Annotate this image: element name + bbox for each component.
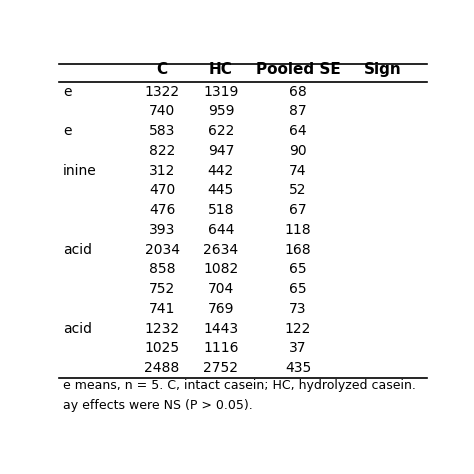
Text: 583: 583 [149,124,175,138]
Text: 65: 65 [289,282,307,296]
Text: Pooled SE: Pooled SE [255,62,340,77]
Text: 1319: 1319 [203,84,238,99]
Text: acid: acid [63,322,92,336]
Text: 68: 68 [289,84,307,99]
Text: 518: 518 [208,203,234,217]
Text: 959: 959 [208,104,234,118]
Text: 168: 168 [285,243,311,256]
Text: Sign: Sign [364,62,401,77]
Text: 1082: 1082 [203,263,238,276]
Text: 2752: 2752 [203,361,238,375]
Text: 1025: 1025 [145,341,180,356]
Text: 470: 470 [149,183,175,197]
Text: 1322: 1322 [145,84,180,99]
Text: 118: 118 [285,223,311,237]
Text: 858: 858 [149,263,175,276]
Text: 1232: 1232 [145,322,180,336]
Text: 1443: 1443 [203,322,238,336]
Text: 445: 445 [208,183,234,197]
Text: 90: 90 [289,144,307,158]
Text: 65: 65 [289,263,307,276]
Text: 704: 704 [208,282,234,296]
Text: 741: 741 [149,302,175,316]
Text: ay effects were NS (P > 0.05).: ay effects were NS (P > 0.05). [63,399,253,412]
Text: 87: 87 [289,104,307,118]
Text: 122: 122 [285,322,311,336]
Text: 37: 37 [289,341,307,356]
Text: 52: 52 [289,183,307,197]
Text: 312: 312 [149,164,175,178]
Text: 476: 476 [149,203,175,217]
Text: e: e [63,84,72,99]
Text: 442: 442 [208,164,234,178]
Text: 2488: 2488 [145,361,180,375]
Text: 752: 752 [149,282,175,296]
Text: 64: 64 [289,124,307,138]
Text: acid: acid [63,243,92,256]
Text: 2034: 2034 [145,243,180,256]
Text: 67: 67 [289,203,307,217]
Text: e: e [63,124,72,138]
Text: 644: 644 [208,223,234,237]
Text: inine: inine [63,164,97,178]
Text: 2634: 2634 [203,243,238,256]
Text: 947: 947 [208,144,234,158]
Text: HC: HC [209,62,233,77]
Text: C: C [156,62,168,77]
Text: 740: 740 [149,104,175,118]
Text: 622: 622 [208,124,234,138]
Text: 73: 73 [289,302,307,316]
Text: 1116: 1116 [203,341,238,356]
Text: e means, n = 5. C, intact casein; HC, hydrolyzed casein.: e means, n = 5. C, intact casein; HC, hy… [63,379,416,392]
Text: 769: 769 [208,302,234,316]
Text: 393: 393 [149,223,175,237]
Text: 74: 74 [289,164,307,178]
Text: 435: 435 [285,361,311,375]
Text: 822: 822 [149,144,175,158]
